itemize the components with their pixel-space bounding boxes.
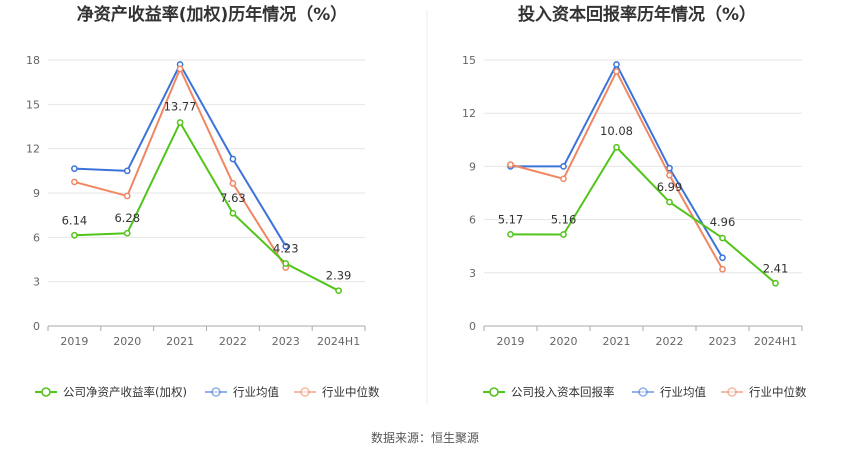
data-point-2: [229, 180, 237, 187]
data-point-2: [613, 68, 620, 75]
data-point-0: [719, 234, 726, 242]
chart-title: 投入资本回报率历年情况（%）: [518, 4, 756, 25]
data-label: 6.99: [657, 180, 683, 194]
data-point-1: [229, 155, 237, 163]
data-point-2: [71, 178, 78, 186]
legend-label: 行业中位数: [749, 385, 807, 399]
series-line-0: [74, 121, 340, 292]
data-label: 10.08: [600, 124, 633, 138]
y-tick-label: 0: [33, 320, 40, 333]
y-tick-label: 3: [33, 276, 40, 289]
data-label: 6.14: [62, 213, 88, 227]
data-point-0: [613, 143, 620, 151]
data-point-2: [666, 171, 673, 179]
data-label: 4.23: [273, 241, 299, 255]
series-line-2: [510, 70, 724, 270]
legend-label: 行业均值: [660, 385, 706, 399]
data-point-2: [507, 161, 514, 168]
data-label: 5.17: [498, 212, 524, 226]
data-point-1: [123, 167, 131, 175]
y-tick-label: 9: [33, 187, 40, 200]
y-tick-label: 12: [462, 107, 476, 120]
data-label: 2.41: [763, 261, 789, 275]
source-note: 数据来源：恒生聚源: [371, 430, 479, 445]
data-label: 6.28: [114, 211, 140, 225]
data-point-1: [71, 165, 78, 172]
y-tick-label: 15: [462, 54, 476, 67]
x-tick-label: 2019: [60, 335, 88, 348]
y-tick-label: 6: [33, 231, 40, 244]
y-tick-label: 0: [469, 320, 476, 333]
y-tick-label: 18: [26, 54, 40, 67]
data-label: 13.77: [164, 100, 197, 114]
y-tick-label: 15: [26, 98, 40, 111]
legend-marker: [211, 387, 221, 397]
series-line-0: [510, 146, 777, 285]
data-label: 5.16: [551, 212, 577, 226]
data-point-2: [176, 65, 184, 73]
x-tick-label: 2024H1: [317, 335, 360, 348]
x-tick-label: 2020: [113, 335, 141, 348]
roic-chart: 投入资本回报率历年情况（%） 0 3 6 9 12 15 2019 2020 2021 2022 20…: [462, 4, 807, 399]
y-tick-label: 6: [469, 214, 476, 227]
legend-marker: [300, 387, 310, 397]
x-tick-label: 2019: [497, 335, 525, 348]
data-point-2: [123, 192, 131, 200]
data-point-1: [613, 61, 620, 68]
y-tick-label: 9: [469, 160, 476, 173]
legend-marker: [41, 387, 51, 397]
legend-label: 公司投入资本回报率: [511, 385, 615, 399]
x-tick-label: 2021: [166, 335, 194, 348]
legend-label: 行业中位数: [322, 385, 380, 399]
x-tick-label: 2024H1: [754, 335, 797, 348]
data-point-0: [71, 231, 78, 239]
data-point-0: [229, 209, 237, 217]
y-tick-label: 3: [469, 267, 476, 280]
data-point-0: [123, 229, 131, 237]
data-point-0: [560, 231, 567, 238]
data-point-2: [560, 175, 567, 183]
data-label: 2.39: [326, 269, 352, 283]
data-point-0: [176, 119, 184, 126]
x-tick-label: 2021: [603, 335, 631, 348]
series-line-1: [510, 63, 724, 259]
roe-chart: 净资产收益率(加权)历年情况（%） 0 3 6 9 12 15 18 2019 2020 2021 2…: [26, 4, 380, 399]
data-point-2: [719, 265, 726, 273]
x-tick-label: 2023: [272, 335, 300, 348]
data-point-0: [772, 279, 779, 287]
legend-label: 行业均值: [233, 385, 279, 399]
y-tick-label: 12: [26, 143, 40, 156]
data-label: 7.63: [220, 191, 246, 205]
data-point-0: [507, 230, 514, 238]
data-point-1: [560, 163, 567, 170]
data-point-0: [282, 260, 290, 267]
data-point-0: [666, 198, 673, 206]
x-tick-label: 2020: [550, 335, 578, 348]
chart-title: 净资产收益率(加权)历年情况（%）: [77, 4, 348, 25]
data-point-1: [282, 242, 290, 250]
data-label: 4.96: [710, 215, 736, 229]
legend-marker: [489, 387, 499, 397]
legend-marker: [727, 387, 737, 397]
x-tick-label: 2022: [219, 335, 247, 348]
x-tick-label: 2023: [709, 335, 737, 348]
x-tick-label: 2022: [656, 335, 684, 348]
data-point-1: [719, 254, 726, 262]
data-point-0: [335, 287, 342, 295]
legend-label: 公司净资产收益率(加权): [63, 385, 187, 399]
legend-marker: [638, 387, 648, 397]
